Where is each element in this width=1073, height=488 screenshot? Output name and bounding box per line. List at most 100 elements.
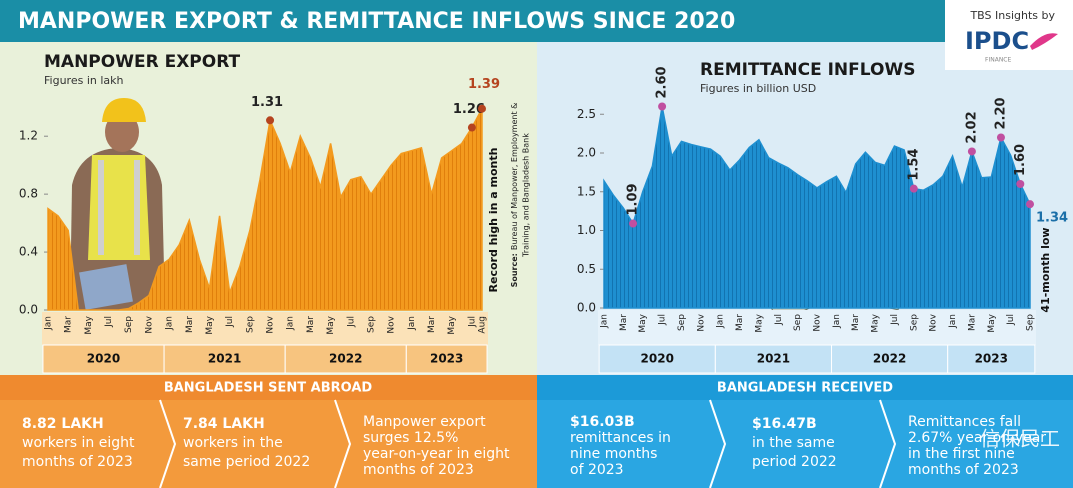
- x-tick-label: Sep: [909, 314, 919, 331]
- x-tick-label: Jan: [407, 316, 417, 331]
- fact-text: remittances in: [570, 430, 671, 446]
- highlight-dot: [266, 116, 275, 125]
- chart-title: REMITTANCE INFLOWS: [700, 60, 915, 80]
- year-band: [163, 344, 286, 374]
- y-tick-label: 2.0: [577, 146, 596, 160]
- y-tick-label: 0.5: [577, 262, 596, 276]
- year-band: [714, 344, 833, 374]
- highlight-dot: [967, 147, 976, 156]
- x-tick-label: Mar: [64, 316, 74, 333]
- watermark: 信保民工: [980, 427, 1060, 451]
- y-tick-label: 1.0: [577, 223, 596, 237]
- x-tick-label: May: [871, 313, 881, 332]
- area: [603, 106, 1031, 309]
- y-tick-label: 0.0: [577, 301, 596, 315]
- brand-prefix: TBS Insights by: [969, 9, 1055, 22]
- year-label: 2021: [757, 352, 790, 366]
- x-tick-label: May: [987, 313, 997, 332]
- separator: [709, 399, 727, 488]
- separator: [879, 399, 897, 488]
- x-tick-label: Jul: [890, 314, 900, 326]
- x-tick-label: Jan: [286, 316, 296, 331]
- x-tick-label: May: [326, 315, 336, 334]
- fact-text: same period 2022: [183, 454, 310, 470]
- x-tick-label: Aug: [478, 316, 488, 334]
- value-label: 1.54: [906, 149, 921, 181]
- source: Source: Bureau of Manpower, Employment &: [510, 103, 519, 288]
- y-tick-label: 0.4: [19, 245, 38, 259]
- highlight-dot: [478, 104, 486, 113]
- x-tick-label: May: [447, 315, 457, 334]
- fact-text: in the same: [752, 435, 835, 451]
- chart-title: MANPOWER EXPORT: [44, 52, 241, 72]
- fact-text: months of 2023: [908, 462, 1019, 478]
- chart-subtitle: Figures in lakh: [44, 74, 124, 87]
- y-tick-label: 0.8: [19, 187, 38, 201]
- x-tick-label: Mar: [619, 314, 629, 331]
- separator: [159, 399, 177, 488]
- x-tick-label: Mar: [967, 314, 977, 331]
- highlight-dot: [996, 133, 1005, 142]
- year-band: [831, 344, 949, 374]
- year-label: 2023: [975, 352, 1008, 366]
- fact-text: surges 12.5%: [363, 430, 458, 446]
- category-strip: [42, 312, 488, 345]
- year-label: 2022: [329, 352, 362, 366]
- right-heading-band: [537, 375, 1073, 400]
- x-tick-label: Jul: [774, 314, 784, 326]
- x-tick-label: Jul: [104, 316, 114, 328]
- category-strip: [598, 310, 1036, 345]
- x-tick-label: Jul: [225, 316, 235, 328]
- value-label: 1.39: [468, 77, 500, 92]
- brand: IPDC: [965, 27, 1029, 55]
- logo-swoosh: [1030, 33, 1058, 50]
- x-tick-label: May: [754, 313, 764, 332]
- x-tick-label: Mar: [851, 314, 861, 331]
- highlight-dot: [909, 184, 918, 193]
- highlight-dot: [1016, 180, 1025, 188]
- x-tick-label: Jul: [467, 316, 477, 328]
- y-tick-label: 1.2: [19, 129, 38, 143]
- fact-text: in the first nine: [908, 446, 1015, 462]
- year-band: [284, 344, 407, 374]
- source: Training, and Bangladesh Bank: [522, 133, 531, 258]
- x-tick-label: Sep: [677, 314, 687, 331]
- value-label: 2.20: [993, 97, 1008, 129]
- x-tick-label: Sep: [366, 316, 376, 333]
- x-tick-label: Jan: [165, 316, 175, 331]
- x-tick-label: Nov: [144, 315, 154, 333]
- fact-text: of 2023: [570, 462, 624, 478]
- highlight-dot: [1026, 200, 1034, 209]
- x-tick-label: Nov: [929, 313, 939, 331]
- separator: [334, 399, 352, 488]
- highlight-dot: [467, 123, 476, 132]
- value-label: 1.31: [251, 95, 283, 110]
- fact-text: Manpower export: [363, 414, 486, 430]
- x-tick-label: Jan: [600, 314, 610, 329]
- fact-figure: 8.82 LAKH: [22, 416, 104, 432]
- x-tick-label: Sep: [793, 314, 803, 331]
- fact-text: nine months: [570, 446, 657, 462]
- x-tick-label: Jan: [948, 314, 958, 329]
- y-tick-label: 2.5: [577, 107, 596, 121]
- x-tick-label: Mar: [735, 314, 745, 331]
- year-band: [405, 344, 488, 374]
- fact-figure: 7.84 LAKH: [183, 416, 265, 432]
- x-tick-label: Jul: [658, 314, 668, 326]
- brand-sub: FINANCE: [985, 57, 1011, 64]
- x-tick-label: Nov: [266, 315, 276, 333]
- value-label: 1.09: [626, 183, 641, 215]
- year-label: 2023: [430, 352, 463, 366]
- value-label: 1.34: [1036, 211, 1068, 226]
- x-tick-label: Mar: [427, 316, 437, 333]
- fact-text: Remittances fall: [908, 414, 1021, 430]
- x-tick-label: May: [84, 315, 94, 334]
- value-label: 1.60: [1013, 144, 1028, 176]
- x-tick-label: May: [205, 315, 215, 334]
- y-tick-label: 0.0: [19, 303, 38, 317]
- fact-figure: $16.03B: [570, 414, 635, 430]
- value-label: 1.26: [453, 102, 485, 117]
- x-tick-label: Sep: [124, 316, 134, 333]
- x-tick-label: Mar: [306, 316, 316, 333]
